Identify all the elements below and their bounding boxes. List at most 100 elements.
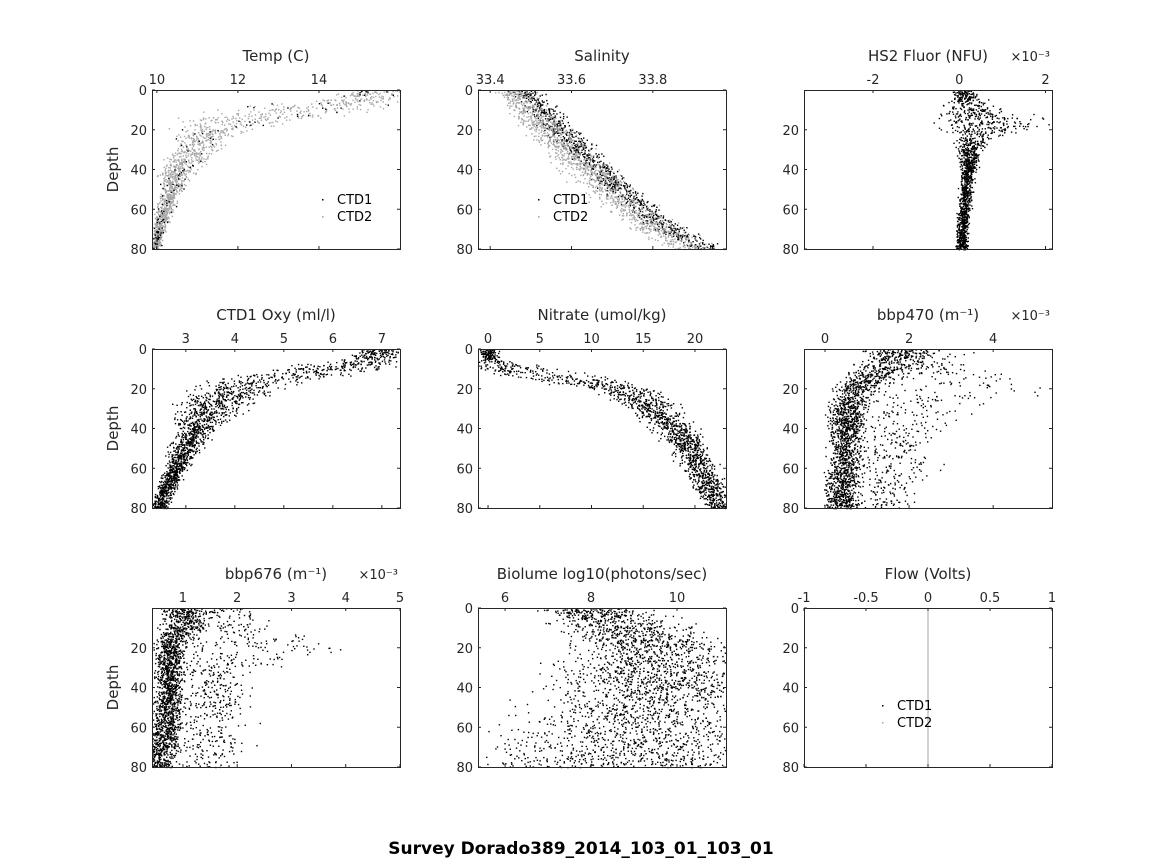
data-point [156, 175, 159, 178]
data-point [617, 204, 619, 206]
data-point [647, 217, 649, 219]
data-point [164, 228, 166, 230]
data-point [975, 160, 978, 162]
data-point [961, 176, 963, 178]
data-point [175, 182, 178, 184]
data-point [166, 181, 168, 183]
data-point [158, 214, 160, 216]
data-point [209, 139, 211, 141]
data-point [545, 123, 547, 125]
data-point [375, 91, 377, 94]
data-point [603, 171, 605, 174]
data-point [172, 155, 174, 157]
data-point [156, 211, 158, 213]
data-point [960, 181, 962, 183]
data-point [182, 180, 184, 182]
data-point [964, 237, 966, 240]
data-point [665, 239, 667, 242]
data-point [595, 186, 597, 189]
data-point [356, 96, 358, 98]
data-point [962, 206, 965, 208]
data-point [958, 102, 960, 104]
data-point [198, 162, 200, 164]
data-point [676, 235, 678, 237]
data-point [595, 153, 597, 155]
data-point [165, 190, 168, 192]
data-point [214, 132, 217, 134]
data-point [160, 216, 163, 218]
data-point [591, 166, 593, 169]
data-point [960, 212, 962, 214]
data-point [963, 175, 966, 178]
data-point [981, 141, 983, 144]
data-point [968, 111, 970, 113]
data-point [967, 166, 969, 168]
data-point [236, 122, 238, 125]
data-point [528, 106, 530, 108]
data-point [952, 91, 955, 94]
data-point [598, 153, 600, 156]
data-point [357, 101, 359, 103]
data-point [209, 142, 211, 144]
data-point [231, 128, 233, 130]
data-point [188, 166, 190, 168]
data-point [509, 112, 511, 115]
data-point [641, 208, 643, 210]
data-point [164, 226, 167, 229]
data-point [158, 234, 160, 236]
data-point [628, 195, 630, 198]
data-point [192, 141, 194, 144]
data-point [966, 158, 968, 160]
data-point [279, 111, 282, 114]
data-point [671, 218, 674, 221]
data-point [708, 243, 710, 245]
data-point [963, 189, 965, 191]
data-point [201, 165, 203, 168]
data-point [185, 161, 187, 163]
data-point [197, 153, 199, 155]
data-point [199, 155, 201, 157]
data-point [532, 127, 534, 129]
data-point [618, 201, 620, 204]
data-point [194, 124, 197, 127]
data-point [625, 189, 627, 191]
data-point [621, 196, 623, 199]
data-point [966, 212, 968, 214]
data-point [521, 92, 523, 94]
data-point [664, 219, 666, 221]
data-point [176, 183, 179, 186]
data-point [977, 117, 979, 120]
data-point [157, 175, 159, 177]
data-point [569, 138, 572, 141]
data-point [175, 179, 178, 181]
data-point [260, 119, 263, 121]
data-point [968, 153, 970, 155]
data-point [964, 213, 966, 215]
data-point [330, 104, 333, 106]
data-point [366, 94, 368, 96]
data-point [232, 117, 235, 119]
data-point [201, 153, 203, 155]
data-point [611, 185, 614, 188]
data-point [607, 194, 609, 196]
data-point [507, 97, 510, 99]
data-point [702, 239, 704, 242]
data-point [683, 242, 685, 244]
data-point [239, 121, 242, 123]
data-point [981, 128, 984, 130]
data-point [270, 125, 273, 127]
data-point [552, 110, 555, 112]
data-point [579, 162, 581, 164]
data-point [522, 122, 524, 124]
data-point [272, 104, 275, 106]
data-point [972, 147, 974, 149]
data-point [236, 113, 238, 115]
data-point [577, 151, 579, 154]
data-point [548, 119, 550, 122]
data-point [984, 142, 986, 144]
data-point [622, 177, 624, 179]
data-point [154, 243, 156, 246]
data-point [562, 150, 564, 152]
data-point [986, 123, 988, 126]
data-point [199, 153, 201, 155]
